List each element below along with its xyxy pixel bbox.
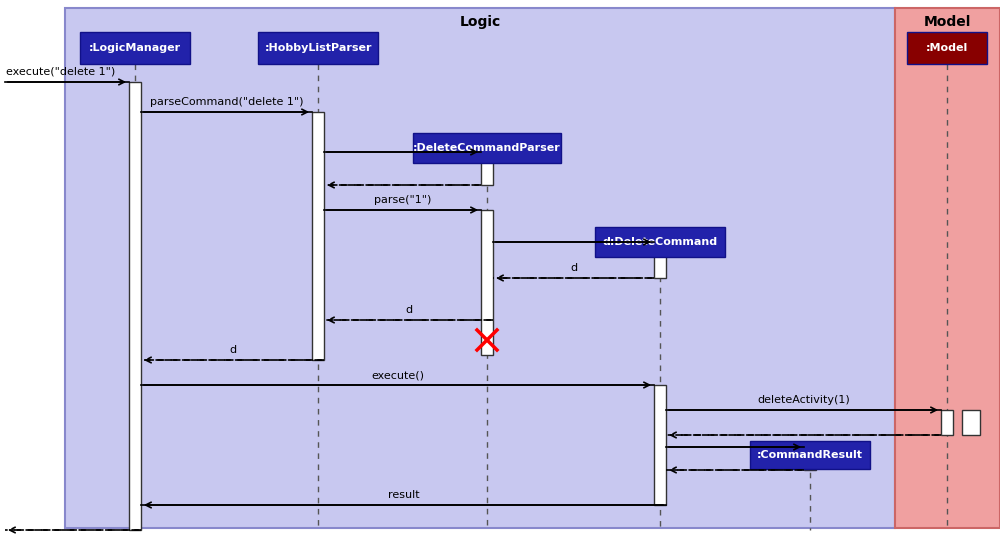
Bar <box>962 410 980 435</box>
Bar <box>654 242 666 278</box>
Text: execute("delete 1"): execute("delete 1") <box>6 67 115 77</box>
Bar <box>804 447 816 470</box>
Text: parse("1"): parse("1") <box>374 195 431 205</box>
Text: result: result <box>388 490 419 500</box>
Text: deleteActivity(1): deleteActivity(1) <box>757 395 850 405</box>
Bar <box>907 32 987 64</box>
Bar <box>65 8 895 528</box>
Text: execute(): execute() <box>371 370 424 380</box>
Bar <box>481 210 493 355</box>
Bar <box>481 152 493 185</box>
Bar <box>941 410 953 435</box>
Bar <box>258 32 378 64</box>
Text: d:DeleteCommand: d:DeleteCommand <box>602 237 718 247</box>
Bar <box>750 441 870 469</box>
Text: d: d <box>229 345 236 355</box>
Text: :Model: :Model <box>926 43 968 53</box>
Text: Logic: Logic <box>459 15 501 29</box>
Bar <box>80 32 190 64</box>
Text: d: d <box>570 263 577 273</box>
Bar <box>654 385 666 505</box>
Text: :DeleteCommandParser: :DeleteCommandParser <box>413 143 561 153</box>
Text: :CommandResult: :CommandResult <box>757 450 863 460</box>
Text: d: d <box>405 305 412 315</box>
Text: :LogicManager: :LogicManager <box>89 43 181 53</box>
Bar <box>595 227 725 257</box>
Bar <box>129 82 141 530</box>
Text: Model: Model <box>924 15 971 29</box>
Bar <box>312 112 324 360</box>
Text: :HobbyListParser: :HobbyListParser <box>264 43 372 53</box>
Bar <box>895 8 1000 528</box>
Text: parseCommand("delete 1"): parseCommand("delete 1") <box>150 97 303 107</box>
Bar <box>413 133 561 163</box>
